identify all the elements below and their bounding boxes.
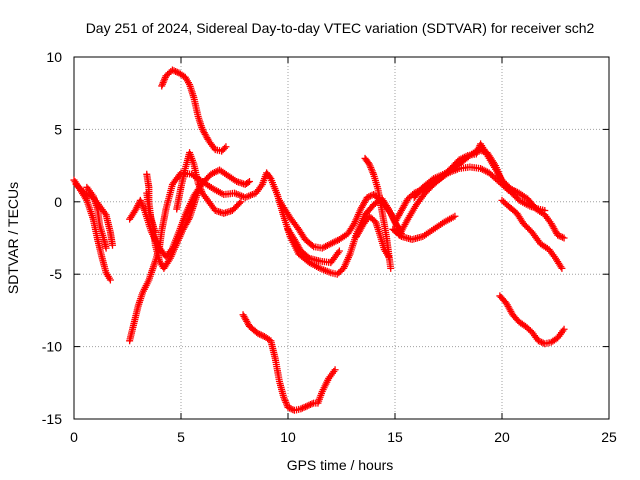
data-point-marker <box>109 241 117 249</box>
series-arc-11 <box>275 191 401 252</box>
y-tick-label: 10 <box>46 49 62 65</box>
x-tick-label: 15 <box>387 429 403 445</box>
data-point-marker <box>244 178 252 186</box>
chart-title: Day 251 of 2024, Sidereal Day-to-day VTE… <box>86 20 595 36</box>
data-point-marker <box>254 330 262 338</box>
data-point-marker <box>306 401 314 409</box>
data-point-marker <box>560 234 568 242</box>
series-arc-9 <box>143 170 159 236</box>
x-tick-label: 20 <box>494 429 510 445</box>
series-arc-19 <box>498 196 566 272</box>
data-point-marker <box>554 231 562 239</box>
data-point-marker <box>194 188 202 196</box>
y-tick-label: 0 <box>54 194 62 210</box>
data-point-marker <box>558 264 566 272</box>
data-point-marker <box>385 253 393 261</box>
plot-frame <box>73 56 610 420</box>
data-point-marker <box>185 215 193 223</box>
data-point-marker <box>222 143 230 151</box>
data-point-marker <box>245 178 253 186</box>
data-point-marker <box>363 193 371 201</box>
data-point-marker <box>297 405 305 413</box>
data-point-marker <box>284 403 292 411</box>
data-point-marker <box>298 404 306 412</box>
data-point-marker <box>365 193 373 201</box>
data-point-marker <box>106 276 114 284</box>
data-point-marker <box>331 366 339 374</box>
y-tick-label: -5 <box>50 266 63 282</box>
series-arc-6 <box>158 66 230 155</box>
y-tick-label: -15 <box>42 411 62 427</box>
series-arc-13 <box>361 154 395 272</box>
data-point-marker <box>102 244 110 252</box>
data-point-marker <box>170 67 178 75</box>
axis-ticks: 0 5 10 15 20 25 -15 -10 -5 0 5 10 <box>42 49 617 445</box>
series-arc-1 <box>70 176 114 284</box>
series-arc-18 <box>410 146 549 214</box>
data-point-marker <box>491 160 499 168</box>
data-point-marker <box>308 241 316 249</box>
data-point-marker <box>334 249 342 257</box>
data-point-marker <box>560 325 568 333</box>
series-arc-3 <box>83 183 110 252</box>
x-axis-label: GPS time / hours <box>287 457 394 473</box>
data-point-marker <box>541 206 549 214</box>
series-arc-14 <box>352 212 393 261</box>
data-point-marker <box>305 401 313 409</box>
data-point-marker <box>385 208 393 216</box>
series-arc-12 <box>284 225 343 267</box>
data-point-marker <box>308 400 316 408</box>
data-point-marker <box>534 337 542 345</box>
data-point-marker <box>221 144 229 152</box>
data-point-marker <box>538 338 546 346</box>
x-tick-label: 10 <box>280 429 296 445</box>
data-point-marker <box>257 331 265 339</box>
y-tick-label: -10 <box>42 339 62 355</box>
data-point-marker <box>237 198 245 206</box>
data-point-marker <box>256 330 264 338</box>
data-point-marker <box>287 405 295 413</box>
data-point-marker <box>172 67 180 75</box>
x-tick-label: 0 <box>70 429 78 445</box>
data-point-marker <box>536 338 544 346</box>
data-point-marker <box>451 212 459 220</box>
data-point-marker <box>393 222 401 230</box>
data-points <box>70 66 568 414</box>
data-point-marker <box>151 228 159 236</box>
y-axis-label: SDTVAR / TECUs <box>5 182 21 294</box>
data-point-marker <box>235 199 243 207</box>
series-arc-20 <box>496 292 568 348</box>
data-point-marker <box>286 404 294 412</box>
data-point-marker <box>335 247 343 255</box>
data-point-marker <box>303 402 311 410</box>
x-tick-label: 5 <box>177 429 185 445</box>
data-point-marker <box>300 403 308 411</box>
data-point-marker <box>555 232 563 240</box>
series-arc-15 <box>389 212 459 243</box>
series-arc-7 <box>173 149 245 217</box>
data-point-marker <box>387 264 395 272</box>
y-tick-label: 5 <box>54 121 62 137</box>
series-arc-10 <box>239 311 339 414</box>
data-point-marker <box>302 403 310 411</box>
x-tick-label: 25 <box>601 429 617 445</box>
data-point-marker <box>558 233 566 241</box>
data-point-marker <box>557 233 565 241</box>
data-point-marker <box>168 66 176 74</box>
